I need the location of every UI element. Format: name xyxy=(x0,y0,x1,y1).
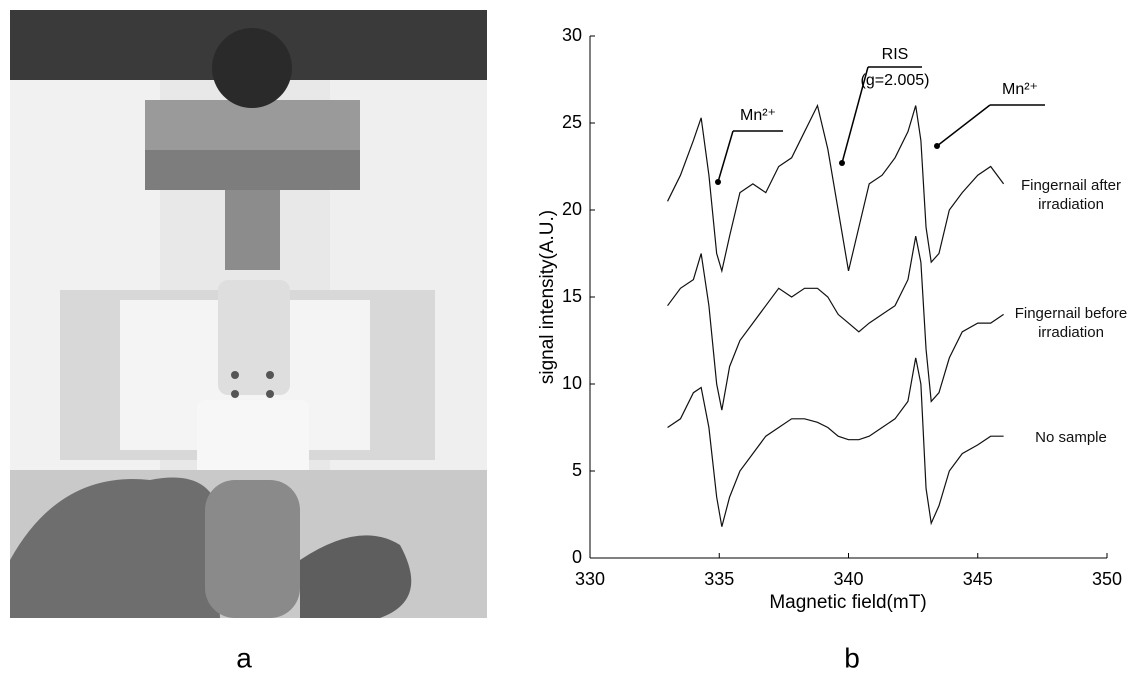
series-label: No sample xyxy=(996,428,1141,447)
x-tick-label: 340 xyxy=(833,569,863,589)
y-tick-label: 5 xyxy=(572,460,582,480)
x-tick-label: 330 xyxy=(575,569,605,589)
annotation: RIS xyxy=(882,46,909,63)
y-tick-label: 10 xyxy=(562,373,582,393)
photo xyxy=(10,10,487,618)
annotation-dot xyxy=(934,143,940,149)
series-label: Fingernail after irradiation xyxy=(1007,176,1135,214)
annotation: Mn²⁺ xyxy=(1002,81,1038,98)
panel-label: b xyxy=(844,642,860,673)
y-tick-label: 25 xyxy=(562,112,582,132)
x-axis-label: Magnetic field(mT) xyxy=(769,592,926,613)
annotation: Mn²⁺ xyxy=(740,107,776,124)
panel-label: a xyxy=(236,642,252,673)
series-line xyxy=(668,106,1004,271)
figure: a b Magnetic field(mT) signal intensity(… xyxy=(0,0,1141,678)
y-axis-label: signal intensity(A.U.) xyxy=(537,210,558,384)
y-tick-label: 0 xyxy=(572,547,582,567)
series-label: Fingernail before irradiation xyxy=(1007,304,1135,342)
x-tick-label: 345 xyxy=(963,569,993,589)
series-line xyxy=(668,236,1004,410)
y-tick-label: 15 xyxy=(562,286,582,306)
y-tick-label: 20 xyxy=(562,199,582,219)
annotation-dot xyxy=(715,179,721,185)
annotation-dot xyxy=(839,160,845,166)
chart: a b Magnetic field(mT) signal intensity(… xyxy=(0,0,1141,678)
x-tick-label: 350 xyxy=(1092,569,1122,589)
annotation: (g=2.005) xyxy=(861,72,930,89)
x-tick-label: 335 xyxy=(704,569,734,589)
series-line xyxy=(668,358,1004,527)
y-tick-label: 30 xyxy=(562,25,582,45)
